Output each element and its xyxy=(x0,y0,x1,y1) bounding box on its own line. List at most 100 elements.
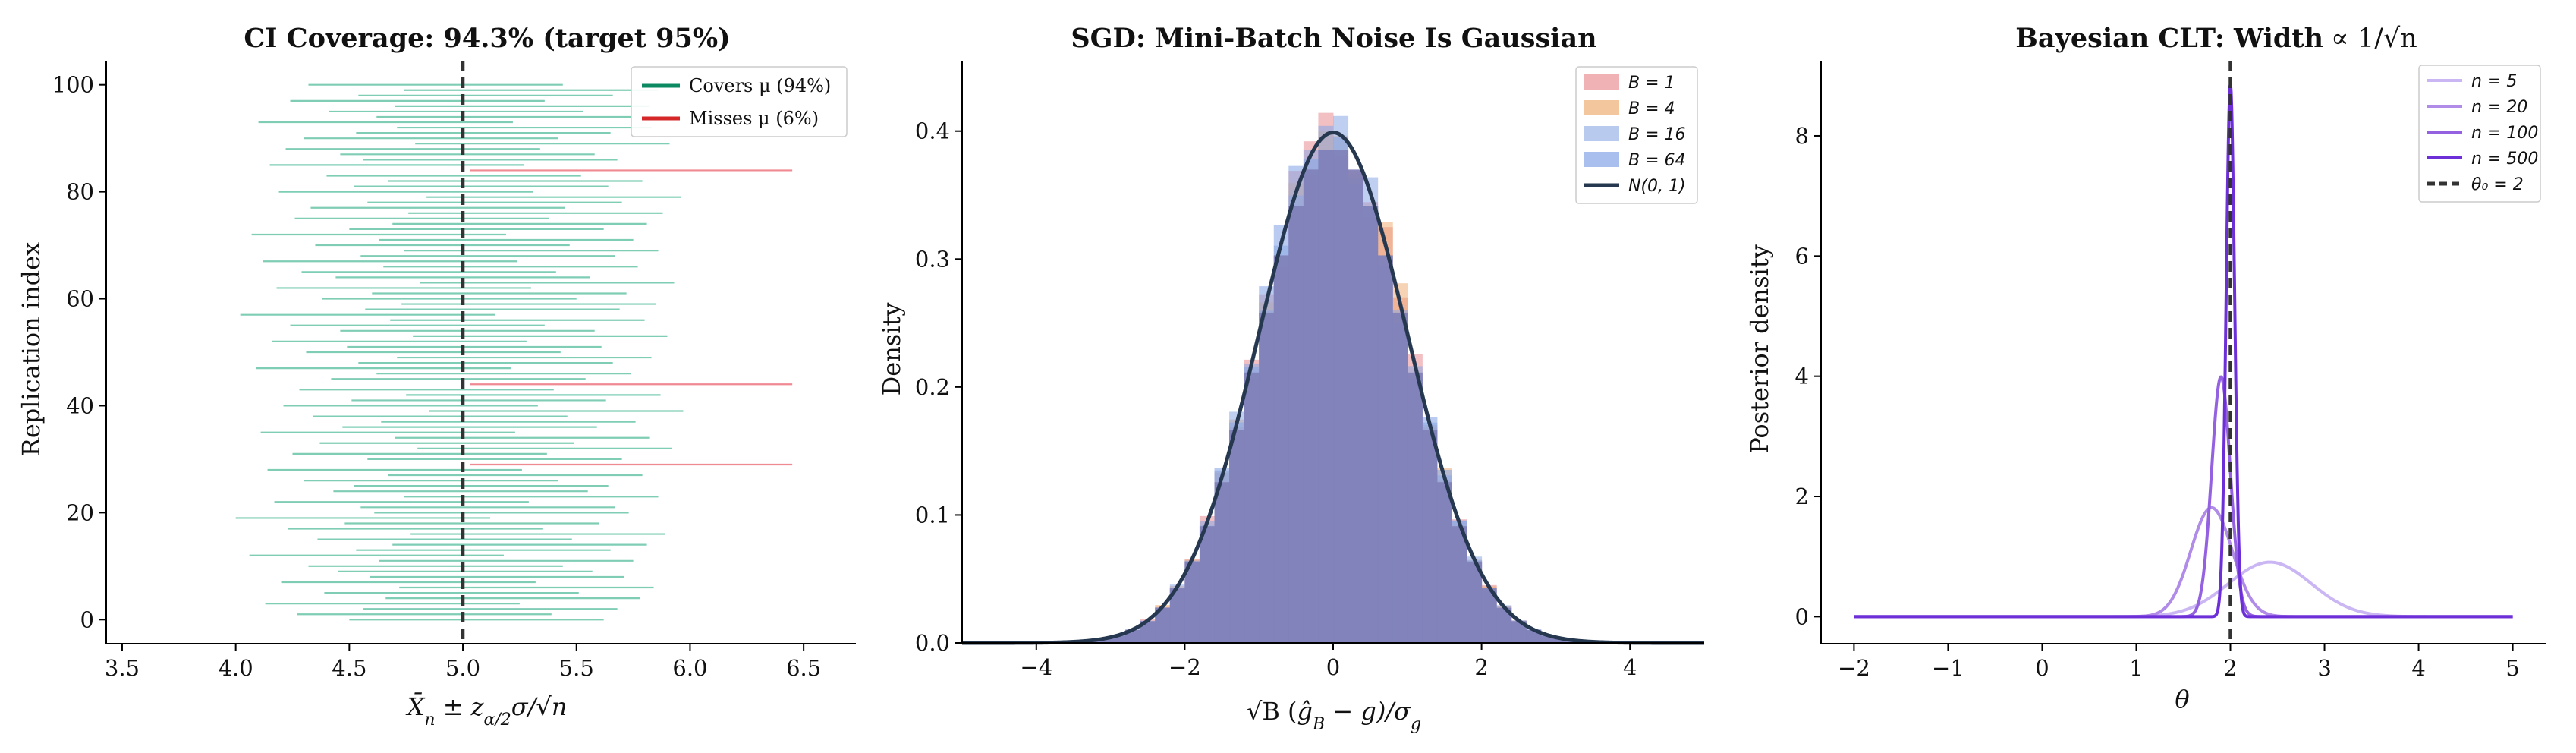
ci-ytick-label: 20 xyxy=(66,499,94,525)
ci-xtick-label: 6.0 xyxy=(672,655,707,681)
sgd-overlap-bar xyxy=(1184,561,1200,643)
sgd-xtick-label: 4 xyxy=(1623,654,1637,680)
bayes-xtick-label: 0 xyxy=(2035,655,2049,681)
xlabel-ci-sub1: n xyxy=(424,710,435,729)
legend-bayes: n = 5 n = 20 n = 100 n = 500 θ₀ = 2 xyxy=(2418,65,2541,203)
sgd-ytick-label: 0.1 xyxy=(915,502,950,528)
sgd-overlap-bar xyxy=(1422,430,1438,643)
sgd-ytick-label: 0.0 xyxy=(915,630,950,656)
xlabel-ci-main: X̄ xyxy=(405,692,426,721)
sgd-overlap-bar xyxy=(1303,169,1319,643)
legend-sgd-label: B = 16 xyxy=(1628,125,1686,144)
legend-bayes-label: n = 20 xyxy=(2471,98,2527,117)
legend-sgd-swatch xyxy=(1584,126,1619,141)
sgd-overlap-bar xyxy=(1288,206,1304,644)
panel-sgd-histogram: SGD: Mini-Batch Noise Is Gaussian −4 −2 0 2… xyxy=(877,23,1704,734)
ci-xtick-label: 6.5 xyxy=(786,655,821,681)
bayes-plot-area: −2 −1 0 1 2 3 4 5 0 2 4 6 8 xyxy=(1795,61,2546,681)
sgd-overlap-bar xyxy=(1096,638,1112,643)
sgd-overlap-bar xyxy=(1199,526,1216,643)
sgd-overlap-bar xyxy=(1333,150,1349,643)
xlabel-sgd-sub2: g xyxy=(1411,715,1421,734)
chart-title-ci: CI Coverage: 94.3% (target 95%) xyxy=(244,23,730,54)
legend-sgd-label: B = 1 xyxy=(1628,74,1675,93)
sgd-xtick-label: 2 xyxy=(1474,654,1488,680)
ci-xtick-label: 5.5 xyxy=(559,655,594,681)
bayes-xtick-label: 1 xyxy=(2129,655,2143,681)
sgd-ytick-label: 0.4 xyxy=(915,118,950,144)
bayes-ytick-label: 8 xyxy=(1795,123,1809,149)
ylabel-sgd: Density xyxy=(877,303,906,396)
legend-ci: Covers μ (94%) Misses μ (6%) xyxy=(631,66,848,137)
bayes-xtick-label: 2 xyxy=(2223,655,2237,681)
sgd-overlap-bar xyxy=(1110,635,1126,643)
bayes-xtick-label: 4 xyxy=(2411,655,2425,681)
sgd-overlap-bar xyxy=(1555,638,1571,643)
sgd-xtick-label: −4 xyxy=(1020,654,1052,680)
bayes-posterior-line xyxy=(1854,506,2513,619)
ci-ytick-label: 60 xyxy=(66,286,94,312)
ci-xtick-label: 3.5 xyxy=(105,655,140,681)
chart-title-bayes-main: Bayesian CLT: Width xyxy=(2015,23,2323,54)
legend-sgd-label: N(0, 1) xyxy=(1628,177,1686,196)
sgd-overlap-bar xyxy=(1318,150,1334,643)
legend-sgd-label: B = 64 xyxy=(1628,151,1686,170)
sgd-overlap-bar xyxy=(1214,482,1230,643)
xlabel-sgd-ghat: ĝ xyxy=(1297,697,1313,726)
bayes-ytick-label: 2 xyxy=(1795,484,1809,509)
legend-bayes-label: θ₀ = 2 xyxy=(2471,175,2524,194)
xlabel-sgd: √B (ĝB − g)/σg xyxy=(1247,697,1421,734)
sgd-normal-pdf xyxy=(962,130,1704,645)
sgd-overlap xyxy=(1065,150,1601,644)
ylabel-ci: Replication index xyxy=(17,242,46,456)
sgd-overlap-bar xyxy=(1363,206,1379,644)
sgd-xtick-label: 0 xyxy=(1326,654,1340,680)
sgd-histograms xyxy=(1065,112,1601,644)
bayes-xtick-label: −1 xyxy=(1932,655,1964,681)
sgd-overlap-bar xyxy=(1481,588,1497,643)
sgd-overlap-bar xyxy=(1140,621,1156,643)
sgd-xtick-label: −2 xyxy=(1168,654,1201,680)
sgd-overlap-bar xyxy=(1496,607,1512,643)
bayes-xtick-label: −2 xyxy=(1838,655,1870,681)
sgd-overlap-bar xyxy=(1467,561,1483,643)
legend-sgd-swatch xyxy=(1584,152,1619,167)
sgd-overlap-bar xyxy=(1259,312,1275,643)
legend-bayes-label: n = 500 xyxy=(2471,150,2538,169)
legend-bayes-frame xyxy=(2418,65,2541,203)
ci-xtick-label: 4.0 xyxy=(219,655,253,681)
sgd-overlap-bar xyxy=(1229,430,1245,643)
bayes-ytick-label: 4 xyxy=(1795,364,1809,389)
sgd-overlap-bar xyxy=(1273,255,1289,643)
chart-title-bayes-math: ∝ 1/√n xyxy=(2331,24,2417,54)
xlabel-ci-mid: ± z xyxy=(436,692,485,721)
xlabel-sgd-sub: B xyxy=(1312,715,1325,734)
sgd-ytick-label: 0.3 xyxy=(915,246,950,272)
sgd-overlap-bar xyxy=(1452,526,1467,643)
bayes-xtick-label: 5 xyxy=(2505,655,2519,681)
xlabel-ci-tail: σ/√n xyxy=(511,692,568,721)
sgd-overlap-bar xyxy=(1377,255,1393,643)
bayes-xtick-label: 3 xyxy=(2317,655,2331,681)
legend-sgd: B = 1 B = 4 B = 16 B = 64 N(0, 1) xyxy=(1575,66,1698,204)
ci-xtick-label: 5.0 xyxy=(445,655,480,681)
ci-ytick-label: 80 xyxy=(66,179,94,205)
panel-bayesian-clt: Bayesian CLT: Width ∝ 1/√n −2 −1 0 1 2 3 4 5 0 2 4 6… xyxy=(1745,23,2546,714)
legend-sgd-swatch xyxy=(1584,100,1619,115)
sgd-plot-area: −4 −2 0 2 4 0.0 0.1 0.2 0.3 0.4 xyxy=(915,61,1704,680)
ci-plot-area: 3.5 4.0 4.5 5.0 5.5 6.0 6.5 0 20 40 60 80 100 xyxy=(52,61,856,681)
ylabel-bayes: Posterior density xyxy=(1745,244,1774,454)
ci-xtick-label: 4.5 xyxy=(332,655,366,681)
legend-ci-frame xyxy=(631,66,848,137)
sgd-overlap-bar xyxy=(1407,372,1423,643)
legend-ci-misses: Misses μ (6%) xyxy=(689,108,819,129)
sgd-overlap-bar xyxy=(1392,312,1408,643)
bayes-posterior-line xyxy=(1854,83,2513,619)
sgd-overlap-bar xyxy=(1540,635,1556,643)
xlabel-sgd-rest: − g)/σ xyxy=(1325,697,1411,726)
sgd-overlap-bar xyxy=(1155,607,1171,643)
legend-ci-covers: Covers μ (94%) xyxy=(689,75,831,96)
legend-sgd-swatch xyxy=(1584,74,1619,90)
sgd-ytick-label: 0.2 xyxy=(915,374,950,400)
